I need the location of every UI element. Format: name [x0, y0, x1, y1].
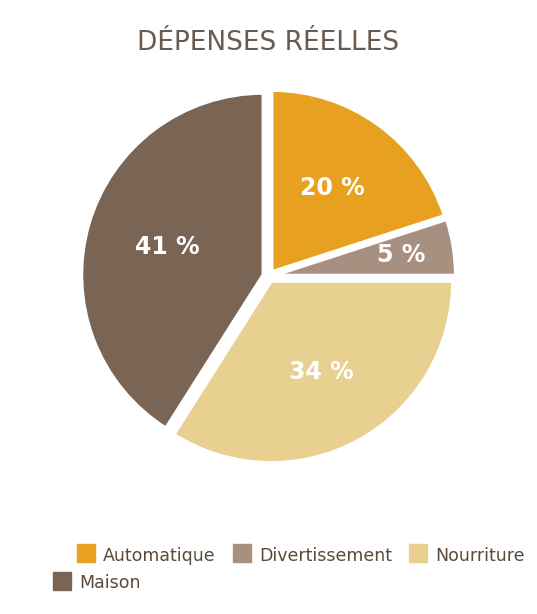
- Wedge shape: [274, 219, 455, 276]
- Text: 41 %: 41 %: [135, 235, 200, 259]
- Wedge shape: [272, 90, 445, 272]
- Text: 34 %: 34 %: [289, 360, 353, 384]
- Legend: Maison: Maison: [46, 567, 148, 599]
- Text: 5 %: 5 %: [377, 243, 425, 267]
- Text: 20 %: 20 %: [300, 176, 365, 200]
- Wedge shape: [174, 281, 453, 463]
- Legend: Automatique, Divertissement, Nourriture: Automatique, Divertissement, Nourriture: [70, 540, 532, 572]
- Wedge shape: [82, 93, 263, 428]
- Text: DÉPENSES RÉELLES: DÉPENSES RÉELLES: [137, 30, 400, 56]
